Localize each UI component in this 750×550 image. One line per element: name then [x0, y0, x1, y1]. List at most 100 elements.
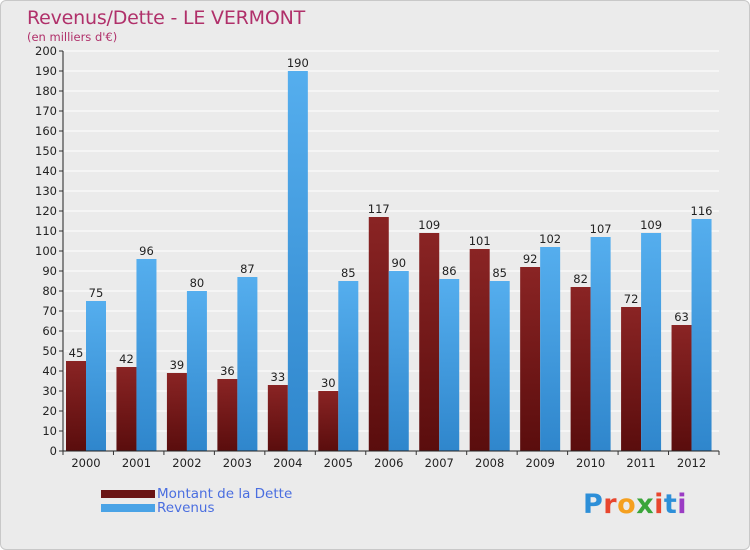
legend-swatch-revenus — [101, 504, 155, 512]
x-tick-label: 2000 — [71, 456, 100, 470]
logo-letter: r — [603, 489, 618, 520]
data-label-dette: 109 — [418, 218, 440, 232]
x-tick-label: 2004 — [273, 456, 302, 470]
x-tick-label: 2010 — [576, 456, 605, 470]
y-tick-label: 30 — [42, 384, 57, 398]
data-label-dette: 117 — [368, 202, 390, 216]
bar-dette — [217, 379, 238, 451]
x-tick-label: 2006 — [374, 456, 403, 470]
data-label-revenus: 86 — [442, 264, 457, 278]
data-label-dette: 30 — [321, 376, 336, 390]
data-label-revenus: 85 — [341, 266, 356, 280]
y-tick-label: 170 — [35, 104, 57, 118]
bar-revenus — [186, 291, 207, 451]
y-tick-label: 80 — [42, 284, 57, 298]
legend-item-dette: Montant de la Dette — [101, 487, 292, 501]
bar-revenus — [338, 281, 359, 451]
bar-revenus — [691, 219, 712, 451]
y-tick-label: 120 — [35, 204, 57, 218]
bar-revenus — [641, 233, 662, 451]
bar-dette — [318, 391, 339, 451]
data-label-revenus: 75 — [89, 286, 104, 300]
data-label-dette: 92 — [523, 252, 538, 266]
data-label-dette: 72 — [624, 292, 639, 306]
y-tick-label: 20 — [42, 404, 57, 418]
x-tick-label: 2008 — [475, 456, 504, 470]
logo-letter: P — [583, 489, 604, 520]
bar-dette — [469, 249, 490, 451]
data-label-dette: 33 — [271, 370, 286, 384]
logo-letter: i — [654, 489, 664, 520]
y-tick-label: 200 — [35, 44, 57, 58]
y-tick-label: 190 — [35, 64, 57, 78]
y-tick-label: 0 — [50, 444, 57, 458]
chart-subtitle: (en milliers d'€) — [27, 30, 118, 44]
logo-letter: x — [636, 489, 655, 520]
y-tick-label: 10 — [42, 424, 57, 438]
y-tick-label: 100 — [35, 244, 57, 258]
x-tick-label: 2003 — [223, 456, 252, 470]
bar-revenus — [590, 237, 611, 451]
bar-dette — [520, 267, 541, 451]
data-label-revenus: 85 — [492, 266, 507, 280]
data-label-revenus: 90 — [391, 256, 406, 270]
data-label-dette: 101 — [469, 234, 491, 248]
data-label-dette: 39 — [170, 358, 185, 372]
bar-revenus — [237, 277, 258, 451]
x-tick-label: 2009 — [526, 456, 555, 470]
y-tick-label: 40 — [42, 364, 57, 378]
data-label-dette: 45 — [69, 346, 84, 360]
legend-swatch-dette — [101, 490, 155, 498]
chart-title: Revenus/Dette - LE VERMONT — [27, 7, 306, 29]
y-tick-label: 50 — [42, 344, 57, 358]
data-label-revenus: 96 — [139, 244, 154, 258]
bar-revenus — [439, 279, 460, 451]
bar-revenus — [540, 247, 561, 451]
legend-item-revenus: Revenus — [101, 501, 292, 515]
y-tick-label: 70 — [42, 304, 57, 318]
data-label-revenus: 87 — [240, 262, 255, 276]
data-label-dette: 42 — [119, 352, 134, 366]
bar-revenus — [287, 71, 308, 451]
bar-dette — [570, 287, 591, 451]
logo-letter: i — [677, 489, 688, 520]
proxiti-logo: Proxiti — [583, 489, 687, 520]
bar-dette — [166, 373, 187, 451]
data-label-revenus: 116 — [691, 204, 713, 218]
chart-legend: Montant de la Dette Revenus — [101, 487, 292, 515]
y-tick-label: 180 — [35, 84, 57, 98]
data-label-revenus: 107 — [590, 222, 612, 236]
bar-revenus — [388, 271, 409, 451]
logo-letter: o — [617, 489, 637, 520]
y-tick-label: 60 — [42, 324, 57, 338]
legend-label-dette: Montant de la Dette — [157, 486, 293, 502]
bar-dette — [671, 325, 692, 451]
x-tick-label: 2012 — [677, 456, 706, 470]
y-tick-label: 160 — [35, 124, 57, 138]
bar-revenus — [86, 301, 106, 451]
y-tick-label: 140 — [35, 164, 57, 178]
bar-revenus — [489, 281, 510, 451]
data-label-revenus: 190 — [287, 56, 309, 70]
bar-dette — [419, 233, 440, 451]
logo-letter: t — [663, 489, 678, 520]
x-tick-label: 2001 — [122, 456, 151, 470]
legend-label-revenus: Revenus — [157, 500, 215, 516]
data-label-dette: 82 — [573, 272, 588, 286]
y-tick-label: 130 — [35, 184, 57, 198]
y-tick-label: 90 — [42, 264, 57, 278]
y-tick-label: 150 — [35, 144, 57, 158]
x-tick-label: 2005 — [324, 456, 353, 470]
x-tick-label: 2007 — [425, 456, 454, 470]
x-tick-label: 2011 — [626, 456, 655, 470]
data-label-dette: 63 — [674, 310, 689, 324]
data-label-revenus: 109 — [640, 218, 662, 232]
bar-dette — [368, 217, 389, 451]
data-label-dette: 36 — [220, 364, 235, 378]
bar-dette — [267, 385, 288, 451]
bar-revenus — [136, 259, 157, 451]
x-tick-label: 2002 — [172, 456, 201, 470]
y-tick-label: 110 — [35, 224, 57, 238]
